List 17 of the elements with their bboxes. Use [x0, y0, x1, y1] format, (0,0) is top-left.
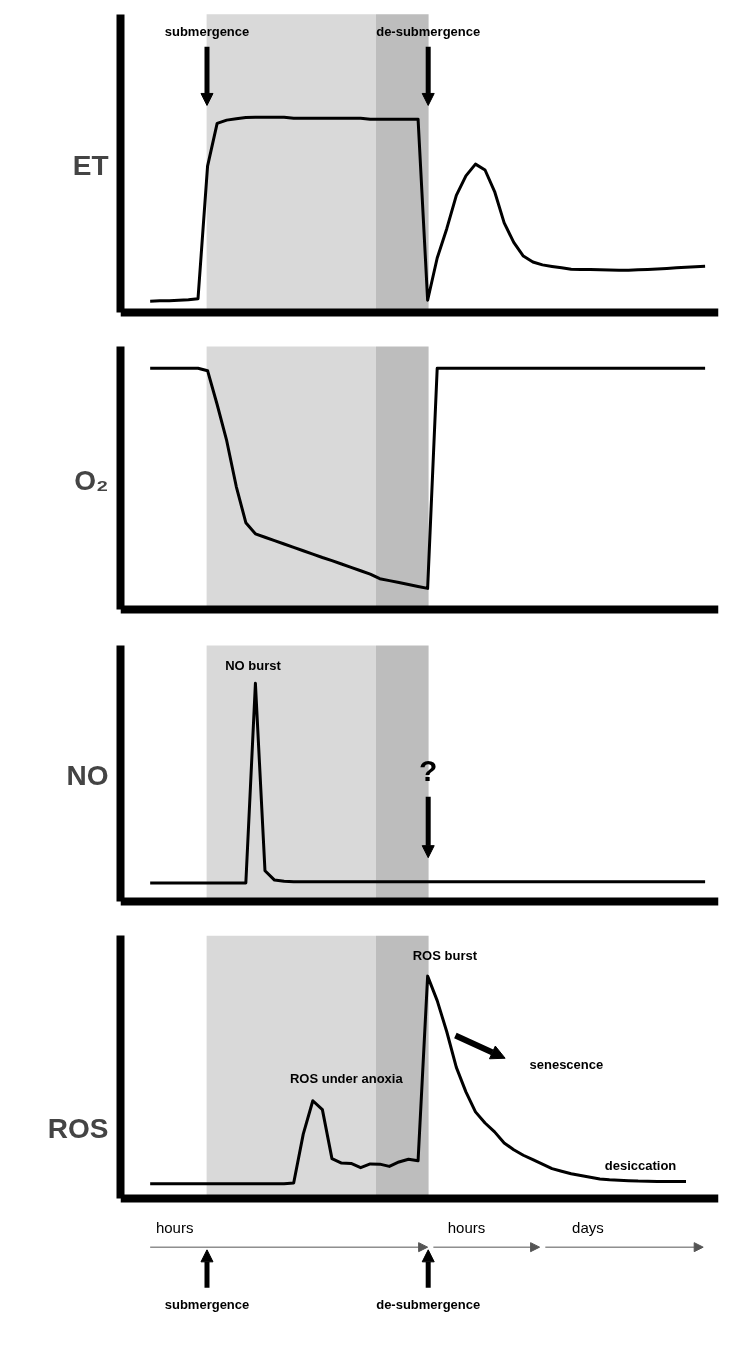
text: de-submergence [376, 1297, 481, 1313]
y-axis-title: O₂ [74, 465, 109, 496]
annotation: ? [419, 753, 438, 787]
text: submergence [164, 1297, 250, 1313]
text: NO burst [225, 657, 282, 673]
text: de-submergence [376, 24, 481, 40]
text: hours [155, 1218, 194, 1236]
y-axis-title: ET [72, 150, 109, 181]
y-axis-title: ROS [47, 1112, 109, 1144]
annotation: senescence [529, 1056, 604, 1072]
text: hours [447, 1218, 486, 1236]
y-axis-title: NO [66, 760, 109, 791]
text: submergence [164, 24, 250, 40]
text: ROS burst [412, 948, 478, 964]
annotation: desiccation [604, 1157, 677, 1173]
annotation: ROS under anoxia [289, 1071, 404, 1087]
text: days [572, 1218, 604, 1236]
